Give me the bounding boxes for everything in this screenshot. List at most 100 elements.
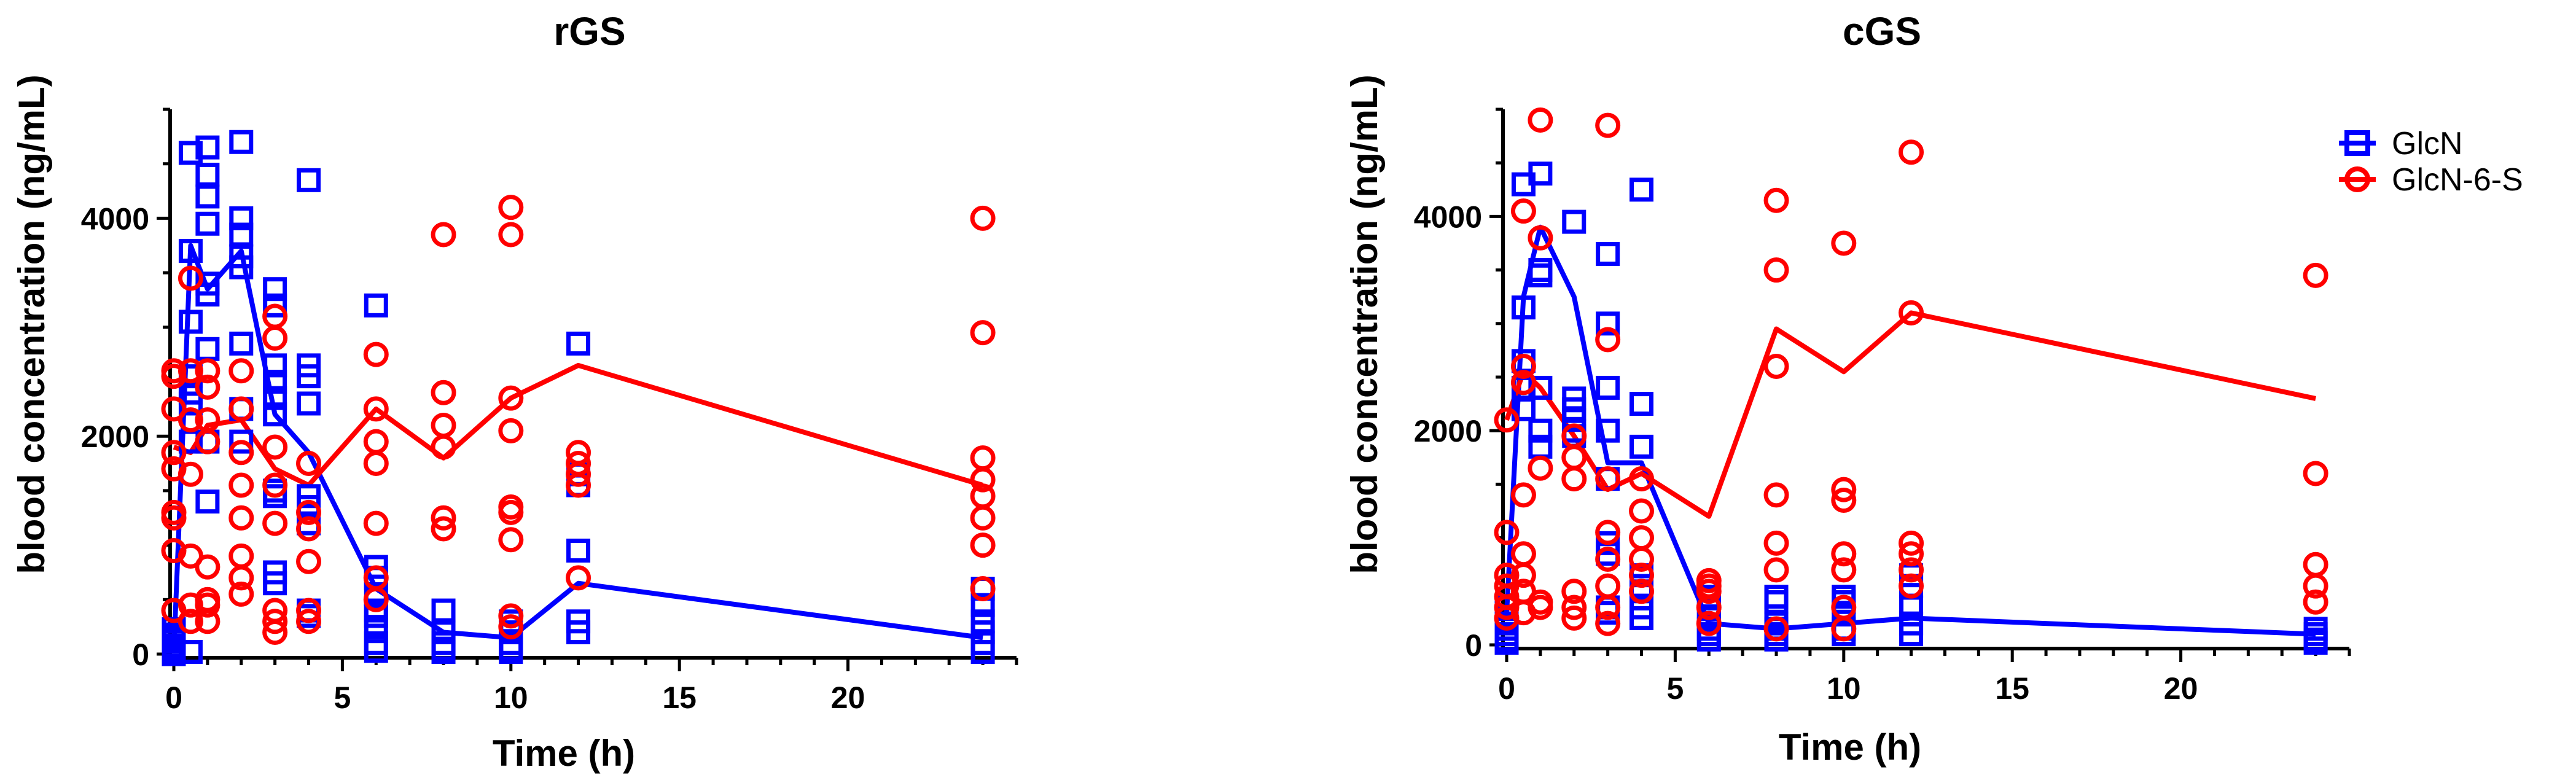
data-point-square bbox=[499, 639, 523, 664]
data-point-circle bbox=[431, 505, 456, 531]
series-mean-line bbox=[1504, 224, 2316, 637]
data-point-circle bbox=[1595, 466, 1621, 492]
plot-area: 0 2000 4000 0 5 10 15 20 bbox=[81, 107, 1018, 715]
data-point-square bbox=[263, 484, 287, 509]
data-point-circle bbox=[1629, 579, 1655, 604]
data-point-circle bbox=[1629, 525, 1655, 551]
data-point-square bbox=[970, 593, 995, 617]
data-point-square bbox=[297, 391, 321, 416]
data-point-circle bbox=[970, 445, 996, 471]
x-axis-label: Time (h) bbox=[493, 733, 635, 774]
legend: GlcN GlcN-6-S bbox=[2339, 126, 2523, 198]
data-point-circle bbox=[178, 543, 203, 569]
data-point-circle bbox=[498, 499, 524, 525]
data-point-square bbox=[1630, 606, 1654, 630]
data-point-square bbox=[1764, 590, 1789, 614]
data-point-square bbox=[297, 364, 321, 389]
x-tick-label: 20 bbox=[2164, 671, 2198, 706]
data-point-circle bbox=[262, 620, 288, 645]
data-point-square bbox=[364, 615, 388, 639]
data-point-circle bbox=[2303, 461, 2328, 486]
data-point-circle bbox=[1561, 595, 1587, 620]
data-point-square bbox=[195, 184, 220, 209]
data-point-circle bbox=[228, 505, 254, 531]
data-point-square bbox=[1528, 162, 1553, 186]
x-tick-label: 0 bbox=[165, 681, 182, 715]
data-point-circle bbox=[262, 326, 288, 351]
x-tick-label: 10 bbox=[1827, 671, 1861, 706]
data-point-circle bbox=[2303, 573, 2328, 599]
x-tick-label: 15 bbox=[662, 681, 697, 715]
data-point-circle bbox=[1494, 407, 1520, 433]
data-point-circle bbox=[178, 461, 203, 487]
y-tick-label: 4000 bbox=[1414, 200, 1482, 234]
data-point-circle bbox=[363, 396, 389, 422]
data-point-circle bbox=[195, 592, 221, 618]
data-point-square bbox=[1696, 627, 1721, 652]
data-point-circle bbox=[228, 581, 254, 607]
plot-area: 0 2000 4000 0 5 10 15 20 bbox=[1414, 107, 2351, 706]
data-point-circle bbox=[498, 385, 524, 411]
data-point-circle bbox=[1528, 225, 1553, 251]
data-point-circle bbox=[1595, 610, 1621, 636]
data-point-circle bbox=[195, 554, 221, 580]
data-point-circle bbox=[1528, 455, 1553, 481]
data-point-circle bbox=[195, 374, 221, 400]
data-point-circle bbox=[498, 222, 524, 248]
data-point-circle bbox=[161, 440, 187, 466]
data-point-circle bbox=[498, 195, 524, 220]
data-point-circle bbox=[178, 358, 203, 384]
data-point-circle bbox=[1629, 563, 1655, 588]
data-point-circle bbox=[1696, 595, 1722, 620]
series-mean-line bbox=[173, 362, 984, 488]
data-point-circle bbox=[1528, 595, 1553, 620]
data-point-circle bbox=[431, 380, 456, 405]
x-tick-label: 5 bbox=[1666, 671, 1684, 706]
legend-label-glcn-6-s: GlcN-6-S bbox=[2392, 162, 2523, 198]
legend-entry-glcn-6-s: GlcN-6-S bbox=[2339, 162, 2523, 198]
data-point-circle bbox=[161, 505, 187, 531]
x-axis-label: Time (h) bbox=[1779, 727, 1921, 768]
data-point-square bbox=[566, 538, 591, 563]
data-point-circle bbox=[1899, 557, 1924, 583]
data-point-circle bbox=[1831, 541, 1857, 567]
data-point-square bbox=[229, 206, 254, 230]
data-point-circle bbox=[1899, 530, 1924, 556]
data-point-circle bbox=[1831, 477, 1857, 502]
x-tick-label: 0 bbox=[1498, 671, 1515, 706]
data-point-square bbox=[1511, 295, 1536, 320]
data-point-circle bbox=[296, 548, 322, 574]
data-point-square bbox=[364, 639, 388, 663]
data-point-square bbox=[1764, 585, 1789, 609]
x-tick-label: 20 bbox=[831, 681, 865, 715]
data-point-square bbox=[1494, 631, 1519, 655]
data-point-square bbox=[1596, 241, 1620, 266]
data-point-circle bbox=[1831, 557, 1857, 583]
data-point-circle bbox=[1629, 498, 1655, 524]
chart-title: rGS bbox=[553, 9, 625, 53]
data-point-circle bbox=[1696, 579, 1722, 604]
data-point-square bbox=[1899, 622, 1924, 647]
data-point-square bbox=[195, 162, 220, 187]
legend-label-glcn: GlcN bbox=[2392, 126, 2463, 162]
y-tick-label: 0 bbox=[1465, 628, 1482, 663]
data-point-circle bbox=[161, 396, 187, 422]
data-point-circle bbox=[1831, 488, 1857, 513]
data-point-circle bbox=[1595, 573, 1621, 599]
data-point-circle bbox=[1494, 520, 1520, 545]
data-point-circle bbox=[296, 451, 322, 477]
data-point-circle bbox=[1595, 520, 1621, 545]
data-point-circle bbox=[178, 265, 203, 291]
data-point-circle bbox=[431, 412, 456, 438]
data-point-square bbox=[566, 620, 591, 645]
data-point-circle bbox=[1629, 466, 1655, 492]
data-point-square bbox=[1596, 375, 1620, 400]
data-point-circle bbox=[1696, 610, 1722, 636]
data-point-circle bbox=[195, 609, 221, 634]
data-point-circle bbox=[431, 222, 456, 248]
data-point-circle bbox=[498, 614, 524, 640]
data-point-square bbox=[263, 370, 287, 394]
data-point-circle bbox=[1510, 563, 1536, 588]
data-point-square bbox=[2303, 631, 2328, 655]
data-point-circle bbox=[2303, 552, 2328, 577]
